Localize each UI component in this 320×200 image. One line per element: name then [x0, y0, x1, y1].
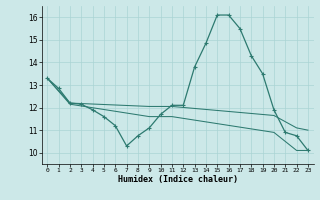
X-axis label: Humidex (Indice chaleur): Humidex (Indice chaleur): [118, 175, 237, 184]
